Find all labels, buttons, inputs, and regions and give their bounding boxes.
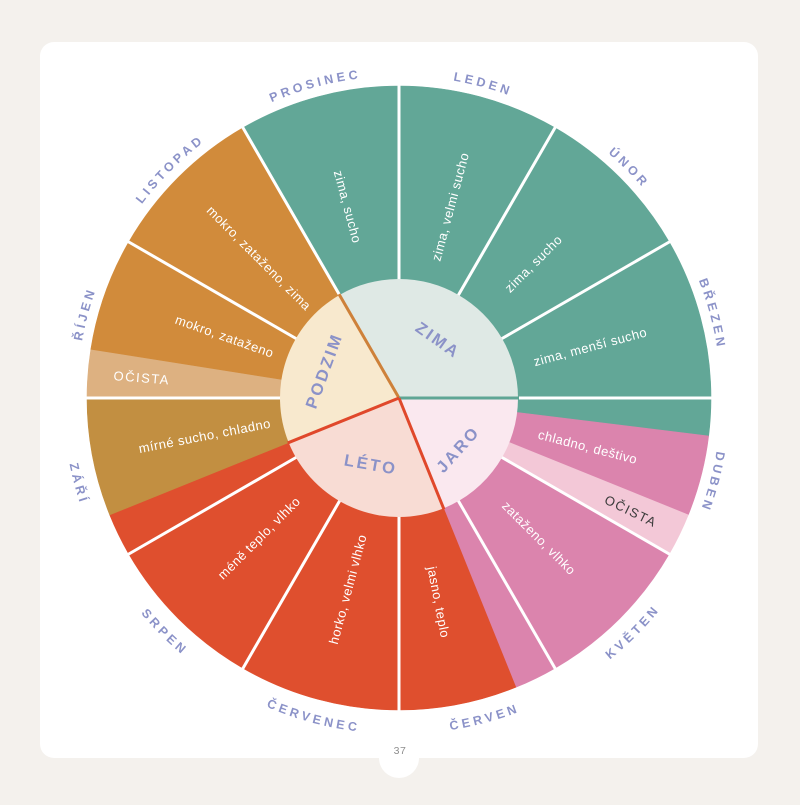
season-sector-podzim (280, 294, 399, 443)
month-divider (241, 499, 342, 670)
wedge-label-rijen-ocista: OČISTA (113, 368, 170, 387)
month-label-září: ZÁŘÍ (67, 462, 93, 507)
page-bottom-tab (379, 738, 419, 778)
season-sector-zima (339, 278, 518, 398)
month-divider (127, 455, 298, 556)
page-number: 37 (393, 745, 407, 757)
month-divider (456, 126, 557, 297)
month-divider (456, 499, 557, 670)
season-divider (397, 397, 446, 510)
month-divider (500, 455, 671, 556)
season-sector-jaro (399, 398, 518, 509)
season-divider (337, 293, 401, 399)
month-label-červen: ČERVEN (448, 701, 521, 733)
season-divider (287, 396, 400, 445)
month-divider (500, 240, 671, 341)
month-divider (241, 126, 342, 297)
month-divider (127, 240, 298, 341)
